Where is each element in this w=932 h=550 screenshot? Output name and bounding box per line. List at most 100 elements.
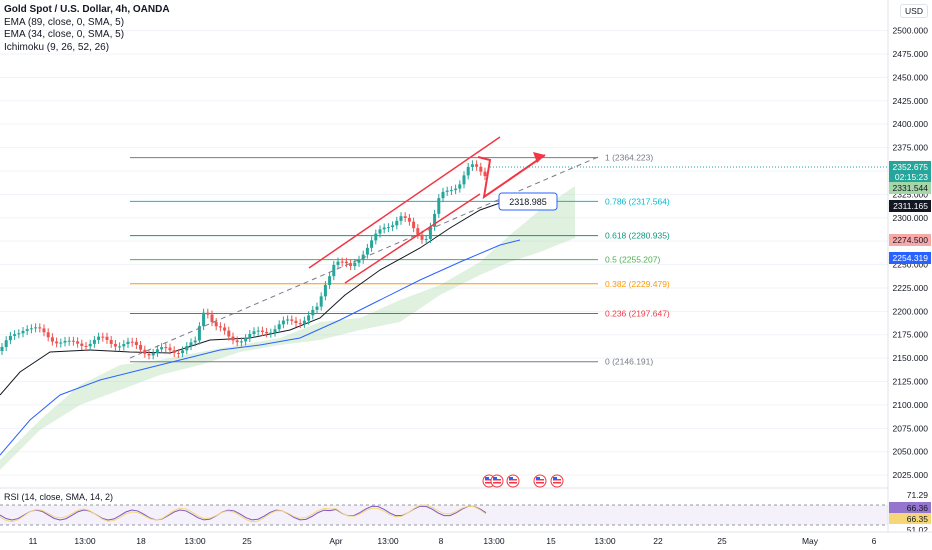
- candle-body: [17, 333, 21, 335]
- time-tick: 13:00: [74, 536, 96, 546]
- time-tick: 6: [872, 536, 877, 546]
- ema89-legend[interactable]: EMA (89, close, 0, SMA, 5): [4, 16, 125, 28]
- price-tick: 2075.000: [893, 423, 929, 433]
- us-flag-icon[interactable]: [550, 474, 564, 488]
- price-label: [889, 182, 931, 194]
- ichimoku-cloud: [0, 186, 575, 470]
- price-axis[interactable]: 2500.000 2475.000 2450.000 2425.000 2400.000…: [887, 0, 932, 550]
- price-label: [889, 252, 931, 264]
- price-tick: 2100.000: [893, 400, 929, 410]
- price-tick: 2050.000: [893, 447, 929, 457]
- candle-body: [311, 309, 315, 316]
- candle-body: [92, 339, 96, 344]
- us-flag-icon[interactable]: [506, 474, 520, 488]
- candle-body: [344, 261, 348, 264]
- candle-body: [223, 327, 227, 331]
- currency-button[interactable]: USD: [900, 4, 928, 18]
- candle-body: [382, 227, 386, 230]
- grid: [0, 30, 888, 476]
- price-tick: 2200.000: [893, 306, 929, 316]
- candle-body: [130, 341, 134, 343]
- candle-body: [176, 353, 180, 355]
- symbol-title[interactable]: Gold Spot / U.S. Dollar, 4h, OANDA: [4, 4, 170, 15]
- candle-body: [13, 334, 17, 336]
- rsi-legend[interactable]: RSI (14, close, SMA, 14, 2): [4, 492, 114, 502]
- economic-events[interactable]: [482, 474, 564, 488]
- rsi-value-text: 66.35: [907, 514, 929, 524]
- candle-body: [386, 227, 390, 229]
- candle-body: [454, 188, 458, 191]
- candle-body: [231, 336, 235, 341]
- candle-body: [374, 233, 378, 241]
- candle-body: [391, 225, 395, 228]
- time-tick: 15: [546, 536, 556, 546]
- price-tick: 2125.000: [893, 377, 929, 387]
- price-tick: 2325.000: [893, 189, 929, 199]
- candle-body: [353, 262, 357, 267]
- rsi-value-label: [889, 502, 931, 513]
- candle-body: [281, 320, 285, 325]
- candle-body: [361, 254, 365, 260]
- candle-body: [21, 330, 25, 334]
- candle-body: [227, 330, 231, 337]
- flag-stripe: [509, 482, 517, 484]
- candle-body: [294, 320, 298, 324]
- ema89-line: [0, 239, 521, 456]
- price-label: [889, 161, 931, 183]
- time-tick: 13:00: [377, 536, 399, 546]
- candle-body: [420, 234, 424, 240]
- candle-body: [252, 331, 256, 334]
- us-flag-icon[interactable]: [533, 474, 547, 488]
- rsi-value-label: [889, 524, 931, 535]
- indicator-legend: Gold Spot / U.S. Dollar, 4h, OANDA EMA (…: [4, 4, 170, 54]
- time-tick: Apr: [329, 536, 342, 546]
- price-tick: 2300.000: [893, 213, 929, 223]
- candle-body: [67, 340, 71, 342]
- time-tick: 13:00: [184, 536, 206, 546]
- candle-body: [416, 228, 420, 235]
- ichimoku-legend[interactable]: Ichimoku (9, 26, 52, 26): [4, 41, 110, 53]
- candle-body: [50, 337, 54, 342]
- candle-body: [155, 349, 159, 353]
- candle-body: [424, 238, 428, 240]
- price-label-text: 2311.165: [893, 201, 928, 211]
- price-tick: 2150.000: [893, 353, 929, 363]
- ema34-line: [0, 202, 501, 396]
- candle-body: [395, 220, 399, 226]
- price-axis-bg: [888, 0, 932, 550]
- us-flag-icon[interactable]: [490, 474, 504, 488]
- fib-label: 0.618 (2280.935): [605, 231, 670, 241]
- rsi-pane[interactable]: [0, 487, 932, 526]
- candle-body: [80, 343, 84, 346]
- flag-stripe: [553, 482, 561, 484]
- candle-body: [42, 328, 46, 333]
- ema34-legend[interactable]: EMA (34, close, 0, SMA, 5): [4, 29, 125, 40]
- candle-body: [244, 338, 248, 342]
- fib-label: 0.786 (2317.564): [605, 196, 670, 206]
- time-axis[interactable]: 11 13:00 18 13:00 25 Apr 13:00 8 13:00 15 13:00 22 2…: [0, 531, 932, 550]
- candle-body: [433, 213, 437, 227]
- time-tick: 13:00: [594, 536, 616, 546]
- candle-body: [113, 343, 117, 347]
- price-tick: 2025.000: [893, 470, 929, 480]
- candle-body: [441, 191, 445, 199]
- rsi-value-text: 71.29: [907, 490, 929, 500]
- candle-body: [185, 346, 189, 351]
- candle-body: [462, 175, 466, 185]
- rsi-value-text: 66.36: [907, 503, 929, 513]
- candle-body: [189, 342, 193, 347]
- candle-body: [269, 332, 273, 334]
- candle-body: [328, 276, 332, 285]
- channel-drawings[interactable]: 2318.985: [129, 136, 888, 359]
- price-tick: 2450.000: [893, 72, 929, 82]
- candle-body: [34, 327, 38, 329]
- rsi-value-label: [889, 513, 931, 524]
- candle-body: [378, 229, 382, 234]
- candle-body: [437, 198, 441, 214]
- rsi-ma-line: [0, 504, 487, 523]
- cloud-area: [0, 186, 575, 470]
- candle-body: [210, 314, 214, 323]
- candle-body: [71, 340, 75, 342]
